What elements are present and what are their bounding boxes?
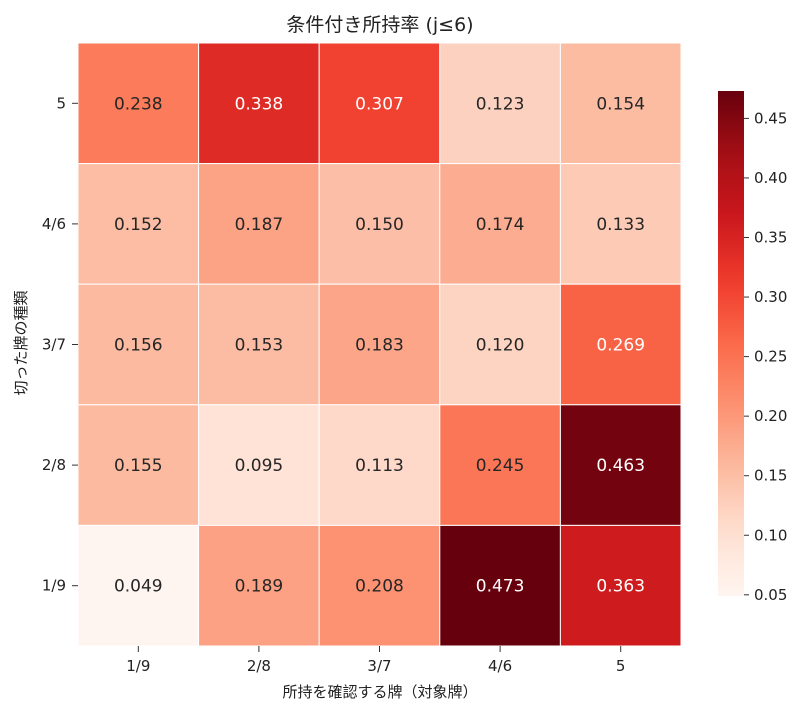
y-tick-label: 3/7 — [42, 336, 66, 354]
colorbar — [718, 91, 744, 596]
heatmap-cell — [318, 42, 441, 165]
colorbar-tick-label: 0.45 — [754, 109, 787, 127]
cell-value-label: 0.208 — [355, 577, 404, 597]
colorbar-tick-label: 0.05 — [754, 586, 787, 604]
colorbar-tick-label: 0.25 — [754, 348, 787, 366]
cell-value-label: 0.120 — [476, 336, 525, 356]
heatmap-cell — [77, 163, 200, 285]
y-axis-label: 切った牌の種類 — [12, 290, 30, 395]
heatmap-cell — [559, 524, 682, 647]
cell-value-label: 0.155 — [114, 456, 163, 476]
cell-value-label: 0.049 — [114, 577, 163, 597]
cell-value-label: 0.269 — [596, 336, 645, 356]
heatmap-cell — [439, 42, 561, 165]
x-axis: 1/9 2/8 3/7 4/6 5 — [126, 646, 625, 675]
cell-value-label: 0.113 — [355, 456, 404, 476]
cell-value-label: 0.150 — [355, 215, 404, 235]
colorbar-tick-label: 0.10 — [754, 526, 787, 544]
x-tick-label: 4/6 — [488, 657, 512, 675]
x-tick-label: 1/9 — [126, 657, 150, 675]
cell-value-label: 0.183 — [355, 336, 404, 356]
x-tick-label: 5 — [616, 657, 626, 675]
cell-value-label: 0.473 — [476, 577, 525, 597]
heatmap-cell — [198, 42, 320, 165]
cell-value-label: 0.238 — [114, 94, 163, 114]
y-axis: 5 4/6 3/7 2/8 1/9 — [42, 94, 78, 595]
colorbar-tick-label: 0.30 — [754, 288, 787, 306]
heatmap-cell — [559, 404, 682, 526]
heatmap-cell — [559, 283, 682, 406]
cell-value-label: 0.245 — [476, 456, 525, 476]
y-tick-label: 1/9 — [42, 577, 66, 595]
heatmap-cell — [318, 524, 441, 647]
y-tick-label: 4/6 — [42, 215, 66, 233]
cell-value-labels: 0.238 0.338 0.307 0.123 0.154 0.152 0.187 0.150… — [114, 94, 645, 596]
cell-value-label: 0.154 — [596, 94, 645, 114]
cell-value-label: 0.153 — [235, 336, 284, 356]
x-tick-label: 3/7 — [367, 657, 391, 675]
heatmap-cell — [439, 283, 561, 406]
cell-value-label: 0.363 — [596, 577, 645, 597]
heatmap-cell — [77, 524, 200, 647]
heatmap-cell — [77, 42, 200, 165]
heatmap-cell — [198, 524, 320, 647]
colorbar-ticks: 0.05 0.10 0.15 0.20 0.25 0.30 0.35 0.40 0.45 — [744, 109, 787, 604]
heatmap-cells — [77, 42, 682, 647]
colorbar-tick-label: 0.20 — [754, 407, 787, 425]
chart-title: 条件付き所持率 (j≤6) — [286, 14, 473, 36]
cell-value-label: 0.133 — [596, 215, 645, 235]
cell-value-label: 0.187 — [235, 215, 284, 235]
x-tick-label: 2/8 — [247, 657, 271, 675]
cell-value-label: 0.123 — [476, 94, 525, 114]
heatmap-cell — [559, 42, 682, 165]
heatmap-cell — [318, 283, 441, 406]
heatmap-cell — [439, 404, 561, 526]
y-tick-label: 2/8 — [42, 456, 66, 474]
heatmap-cell — [318, 404, 441, 526]
cell-value-label: 0.095 — [235, 456, 284, 476]
heatmap-cell — [559, 163, 682, 285]
x-axis-label: 所持を確認する牌（対象牌） — [282, 683, 477, 701]
colorbar-tick-label: 0.15 — [754, 467, 787, 485]
colorbar-tick-label: 0.40 — [754, 169, 787, 187]
heatmap-cell — [198, 404, 320, 526]
cell-value-label: 0.307 — [355, 94, 404, 114]
cell-value-label: 0.463 — [596, 456, 645, 476]
cell-value-label: 0.152 — [114, 215, 163, 235]
colorbar-tick-label: 0.35 — [754, 228, 787, 246]
heatmap-cell — [198, 283, 320, 406]
y-tick-label: 5 — [56, 94, 66, 112]
heatmap-cell — [318, 163, 441, 285]
cell-value-label: 0.189 — [235, 577, 284, 597]
cell-value-label: 0.338 — [235, 94, 284, 114]
cell-value-label: 0.156 — [114, 336, 163, 356]
cell-value-label: 0.174 — [476, 215, 525, 235]
